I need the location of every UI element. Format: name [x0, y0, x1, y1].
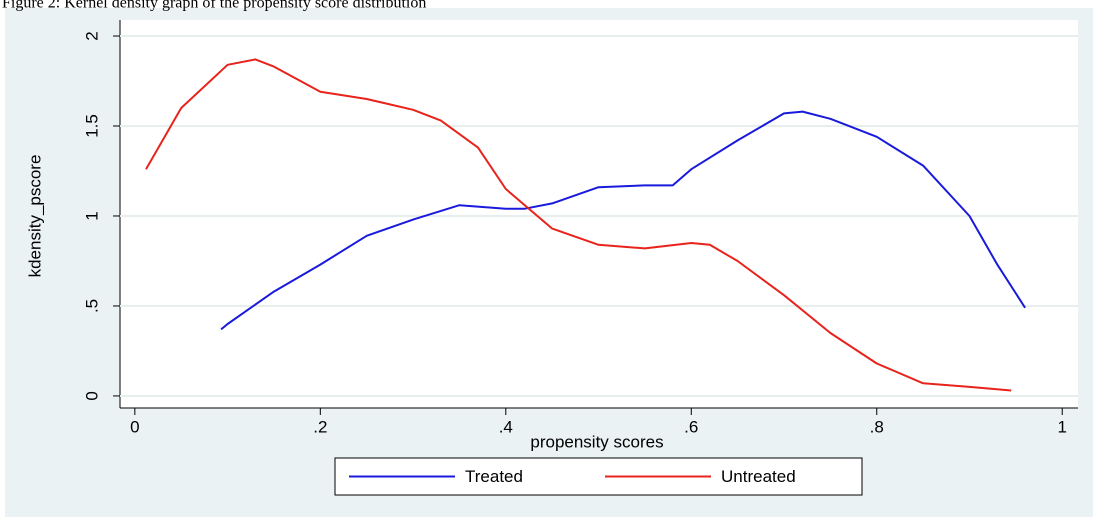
- plot-area: [120, 20, 1078, 408]
- x-tick-label: .4: [499, 417, 513, 436]
- y-tick-label: 2: [82, 31, 101, 40]
- legend-label: Untreated: [721, 467, 796, 486]
- x-axis-label: propensity scores: [530, 432, 663, 451]
- x-tick-label: .6: [684, 417, 698, 436]
- y-tick-label: 1: [82, 211, 101, 220]
- line-series: [220, 110, 1026, 331]
- x-tick-label: 0: [130, 417, 139, 436]
- y-tick-label: .5: [82, 299, 101, 313]
- chart-title: Figure 2: Kernel density graph of the pr…: [2, 0, 426, 12]
- line-series: [145, 58, 1012, 392]
- x-tick-label: 1: [1057, 417, 1066, 436]
- legend-label: Treated: [465, 467, 523, 486]
- x-tick-label: .8: [870, 417, 884, 436]
- x-tick-label: .2: [313, 417, 327, 436]
- y-axis-label: kdensity_pscore: [25, 155, 44, 278]
- y-tick-label: 1.5: [82, 114, 101, 138]
- y-tick-label: 0: [82, 391, 101, 400]
